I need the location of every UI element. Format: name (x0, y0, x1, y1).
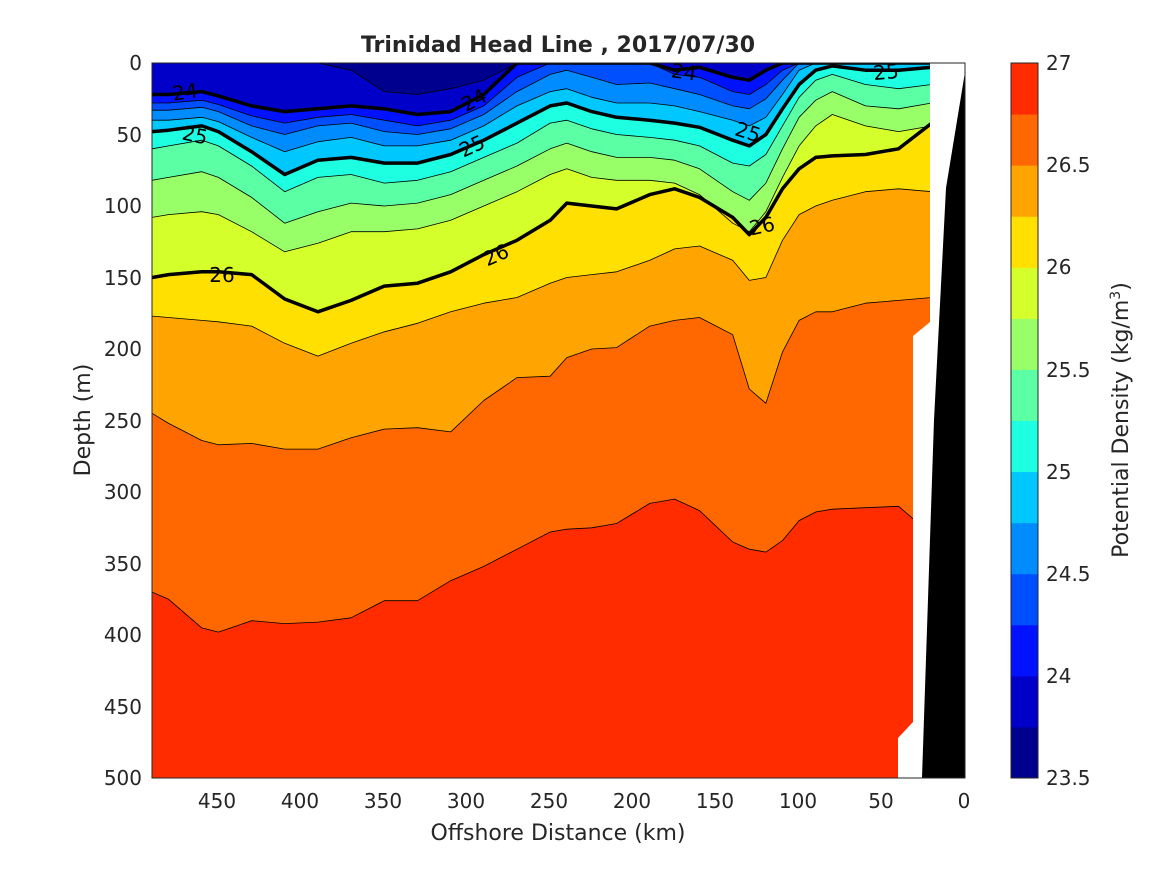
bold-isopycnal-24 (152, 63, 932, 117)
colorbar-label-superscript: 3 (1108, 291, 1124, 300)
y-tick-label: 0 (129, 51, 142, 75)
isopycnal-25.25 (152, 74, 932, 193)
colorbar-label: Potential Density (kg/m3) (1108, 282, 1134, 558)
contour-label-26-c: 26 (747, 212, 777, 241)
isopycnal-26.25 (152, 188, 932, 357)
y-tick-label: 350 (104, 552, 142, 576)
colorbar-swatch (1011, 624, 1038, 677)
colorbar-label-end: ) (1109, 282, 1134, 291)
isopycnal-26.75 (152, 498, 933, 633)
isopycnal-26.5 (152, 297, 932, 450)
colorbar-tick-label: 26 (1046, 255, 1071, 279)
y-axis-label: Depth (m) (71, 364, 96, 477)
colorbar-swatch (1011, 165, 1038, 217)
contour-label-24-a: 24 (171, 78, 200, 105)
colorbar-label-main: Potential Density (kg/m (1109, 300, 1134, 558)
chart-title: Trinidad Head Line , 2017/07/30 (361, 33, 755, 58)
y-axis: 0 50 100 150 200 250 300 350 400 450 500… (71, 51, 142, 790)
isopycnal-25.5 (152, 91, 932, 224)
bold-isopycnal-25 (152, 64, 932, 177)
y-tick-label: 100 (104, 194, 142, 218)
colorbar-swatch (1011, 726, 1038, 779)
colorbar-swatch (1011, 420, 1038, 473)
x-tick-label: 450 (198, 789, 236, 813)
colorbar-tick-label: 26.5 (1046, 153, 1091, 177)
colorbar-tick-label: 24.5 (1046, 562, 1091, 586)
colorbar-tick-label: 23.5 (1046, 766, 1091, 790)
colorbar-swatch (1011, 318, 1038, 370)
x-tick-label: 200 (613, 789, 651, 813)
colorbar-swatch (1011, 216, 1038, 268)
land-shelf (922, 63, 965, 778)
colorbar-tick-label: 25 (1046, 460, 1071, 484)
x-tick-label: 150 (696, 789, 734, 813)
x-tick-label: 100 (779, 789, 817, 813)
x-tick-label: 0 (958, 789, 971, 813)
colorbar-swatch (1011, 114, 1038, 166)
colorbar-tick-label: 27 (1046, 51, 1071, 75)
contour-label-24-c: 24 (670, 58, 699, 85)
x-tick-label: 250 (530, 789, 568, 813)
contour-labels: 24 24 24 25 25 25 25 26 26 26 (171, 58, 900, 287)
plot-frame (151, 62, 966, 779)
colorbar-swatch (1011, 471, 1038, 524)
colorbar-swatch (1011, 369, 1038, 421)
contour-label-26-a: 26 (209, 263, 234, 287)
x-axis: 450 400 350 300 250 200 150 100 50 0 Off… (198, 789, 970, 846)
y-tick-label: 150 (104, 266, 142, 290)
y-tick-label: 200 (104, 337, 142, 361)
x-tick-label: 350 (364, 789, 402, 813)
isopycnal-24.75 (152, 63, 932, 153)
colorbar-swatches (1011, 63, 1038, 779)
contour-label-25-d: 25 (872, 59, 899, 85)
colorbar-tick-label: 24 (1046, 664, 1071, 688)
colorbar-swatch (1011, 675, 1038, 728)
x-tick-label: 50 (868, 789, 893, 813)
colorbar-swatch (1011, 522, 1038, 575)
x-axis-label: Offshore Distance (km) (431, 821, 686, 846)
y-tick-label: 500 (104, 766, 142, 790)
isopycnal-24.25 (152, 63, 932, 127)
isopycnal-25.75 (152, 114, 932, 253)
contour-fills (152, 63, 965, 778)
colorbar-frame (1010, 62, 1039, 779)
y-tick-label: 300 (104, 480, 142, 504)
land-mask (898, 63, 965, 778)
contour-lines (152, 63, 933, 633)
colorbar-swatch (1011, 267, 1038, 319)
colorbar-tick-label: 25.5 (1046, 358, 1091, 382)
y-tick-label: 450 (104, 695, 142, 719)
plot-area: 24 24 24 25 25 25 25 26 26 26 (152, 58, 965, 778)
colorbar: 27 26.5 26 25.5 25 24.5 24 23.5 Potentia… (1010, 51, 1134, 790)
colorbar-swatch (1011, 63, 1038, 115)
y-tick-label: 50 (117, 123, 142, 147)
x-tick-label: 300 (447, 789, 485, 813)
isopycnal-24.5 (152, 63, 932, 135)
bold-isopycnal-26 (152, 121, 933, 314)
colorbar-swatch (1011, 573, 1038, 626)
contour-label-25-a: 25 (180, 121, 210, 150)
density-band-26.75 (152, 499, 965, 778)
x-tick-label: 400 (281, 789, 319, 813)
y-tick-label: 400 (104, 623, 142, 647)
y-tick-label: 250 (104, 409, 142, 433)
